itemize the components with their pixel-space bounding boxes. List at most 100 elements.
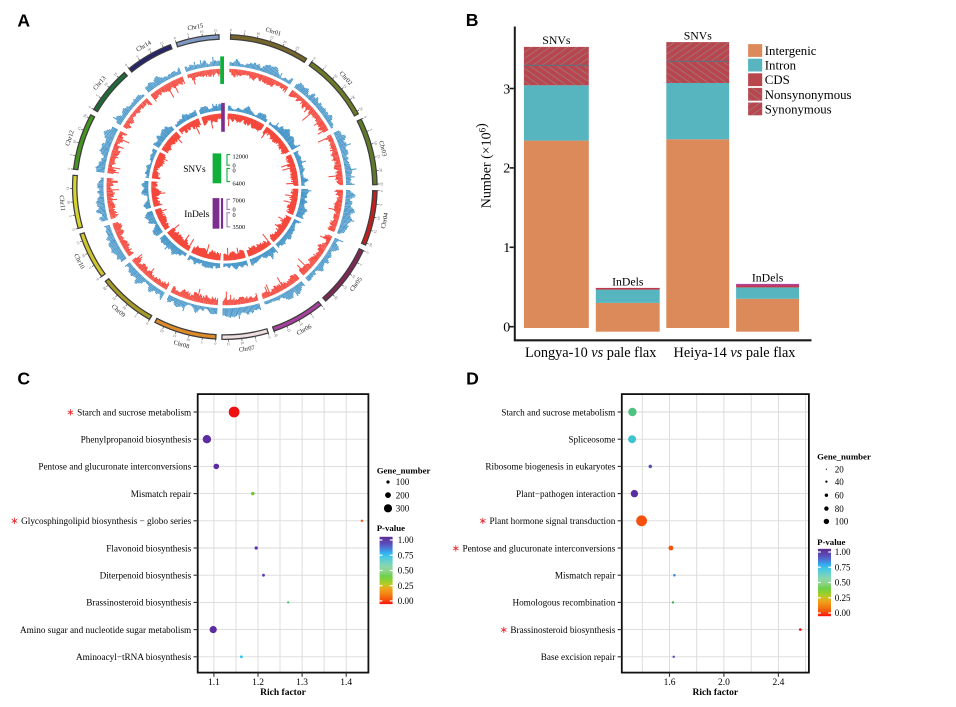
svg-text:Ribosome biogenesis in eukaryo: Ribosome biogenesis in eukaryotes bbox=[485, 462, 615, 472]
svg-text:Chr01: Chr01 bbox=[265, 26, 282, 37]
svg-text:Chr12: Chr12 bbox=[64, 130, 75, 147]
svg-text:5: 5 bbox=[136, 55, 140, 59]
svg-text:10: 10 bbox=[103, 82, 109, 87]
svg-text:7000: 7000 bbox=[233, 198, 246, 205]
svg-text:1.6: 1.6 bbox=[664, 678, 676, 688]
svg-text:InDels: InDels bbox=[752, 271, 784, 285]
svg-text:0.00: 0.00 bbox=[398, 596, 414, 606]
svg-text:15: 15 bbox=[159, 41, 164, 46]
svg-text:10: 10 bbox=[147, 47, 152, 52]
svg-text:10: 10 bbox=[200, 30, 204, 35]
svg-text:5: 5 bbox=[359, 263, 363, 267]
svg-text:B: B bbox=[466, 10, 479, 30]
svg-text:0: 0 bbox=[322, 307, 326, 311]
svg-text:0: 0 bbox=[365, 251, 369, 254]
svg-text:0.75: 0.75 bbox=[835, 563, 851, 573]
svg-text:∗ Glycosphingolipid biosynthes: ∗ Glycosphingolipid biosynthesis − globo… bbox=[10, 516, 191, 527]
svg-text:5: 5 bbox=[379, 203, 383, 205]
svg-text:Chr04: Chr04 bbox=[380, 211, 390, 229]
svg-text:Longya-10 vs pale flax: Longya-10 vs pale flax bbox=[525, 345, 656, 361]
svg-text:2.4: 2.4 bbox=[772, 678, 784, 688]
svg-text:Nonsynonymous: Nonsynonymous bbox=[765, 88, 852, 102]
svg-text:10: 10 bbox=[373, 141, 378, 146]
svg-text:100: 100 bbox=[835, 517, 849, 527]
svg-text:15: 15 bbox=[269, 35, 274, 40]
svg-text:15: 15 bbox=[66, 187, 70, 191]
svg-text:10: 10 bbox=[240, 341, 244, 345]
svg-text:15: 15 bbox=[75, 240, 80, 245]
svg-text:0: 0 bbox=[363, 115, 367, 119]
svg-text:Amino sugar and nucleotide sug: Amino sugar and nucleotide sugar metabol… bbox=[20, 625, 191, 635]
svg-text:1.4: 1.4 bbox=[340, 678, 352, 688]
svg-text:1.00: 1.00 bbox=[398, 535, 414, 545]
svg-text:Number (×106): Number (×106) bbox=[475, 123, 495, 208]
svg-text:P-value: P-value bbox=[817, 537, 845, 547]
svg-text:0: 0 bbox=[88, 105, 92, 109]
svg-text:2: 2 bbox=[503, 162, 510, 177]
svg-text:15: 15 bbox=[77, 126, 82, 131]
svg-text:10: 10 bbox=[186, 337, 191, 342]
svg-text:Aminoacyl−tRNA biosynthesis: Aminoacyl−tRNA biosynthesis bbox=[76, 652, 192, 662]
svg-text:0.75: 0.75 bbox=[398, 550, 414, 560]
svg-text:15: 15 bbox=[286, 328, 291, 333]
svg-text:∗ Brassinosteroid biosynthesis: ∗ Brassinosteroid biosynthesis bbox=[500, 625, 616, 636]
svg-text:Pentose and glucuronate interc: Pentose and glucuronate interconversions bbox=[38, 462, 191, 472]
svg-text:5: 5 bbox=[187, 32, 190, 36]
svg-text:0: 0 bbox=[214, 342, 216, 346]
svg-text:0.50: 0.50 bbox=[835, 578, 851, 588]
svg-text:15: 15 bbox=[111, 296, 117, 302]
svg-text:15: 15 bbox=[343, 285, 349, 290]
svg-text:15: 15 bbox=[342, 84, 348, 89]
svg-text:Chr08: Chr08 bbox=[173, 339, 190, 350]
svg-text:Rich factor: Rich factor bbox=[260, 688, 306, 698]
svg-text:0: 0 bbox=[230, 28, 232, 32]
svg-text:SNVs: SNVs bbox=[542, 33, 571, 47]
svg-text:InDels: InDels bbox=[612, 275, 644, 289]
svg-text:6400: 6400 bbox=[233, 180, 246, 187]
svg-text:Chr03: Chr03 bbox=[377, 140, 388, 157]
svg-text:10: 10 bbox=[333, 73, 339, 79]
svg-text:Intergenic: Intergenic bbox=[765, 44, 817, 58]
svg-text:0: 0 bbox=[312, 56, 316, 60]
svg-text:0: 0 bbox=[233, 168, 236, 175]
svg-text:A: A bbox=[17, 10, 30, 30]
svg-text:0: 0 bbox=[233, 162, 236, 169]
svg-text:Intron: Intron bbox=[765, 59, 797, 73]
svg-text:2.0: 2.0 bbox=[718, 678, 730, 688]
svg-text:5: 5 bbox=[88, 266, 92, 270]
svg-text:20: 20 bbox=[282, 40, 287, 45]
svg-text:Flavonoid biosynthesis: Flavonoid biosynthesis bbox=[106, 543, 191, 553]
svg-text:15: 15 bbox=[227, 342, 231, 346]
svg-text:10: 10 bbox=[256, 31, 261, 36]
svg-text:Spliceosome: Spliceosome bbox=[568, 435, 615, 445]
svg-text:5: 5 bbox=[311, 315, 315, 319]
svg-text:20: 20 bbox=[333, 295, 339, 301]
svg-text:1.3: 1.3 bbox=[296, 678, 308, 688]
svg-text:1: 1 bbox=[503, 241, 510, 256]
svg-text:0: 0 bbox=[67, 167, 71, 169]
svg-text:20: 20 bbox=[82, 113, 87, 118]
svg-text:∗ Starch and sucrose metabolis: ∗ Starch and sucrose metabolism bbox=[66, 407, 191, 418]
svg-text:Base excision repair: Base excision repair bbox=[541, 652, 616, 662]
svg-text:0: 0 bbox=[233, 212, 236, 219]
svg-text:5: 5 bbox=[244, 29, 246, 33]
svg-text:Phenylpropanoid biosynthesis: Phenylpropanoid biosynthesis bbox=[81, 435, 192, 445]
svg-text:Rich factor: Rich factor bbox=[692, 688, 738, 698]
svg-text:3: 3 bbox=[503, 82, 510, 97]
svg-text:15: 15 bbox=[213, 28, 217, 32]
svg-text:0: 0 bbox=[503, 321, 510, 336]
svg-text:5: 5 bbox=[369, 128, 373, 131]
svg-text:12000: 12000 bbox=[233, 154, 249, 161]
svg-text:Mismatch repair: Mismatch repair bbox=[555, 571, 615, 581]
svg-text:5: 5 bbox=[95, 94, 99, 98]
svg-text:0: 0 bbox=[145, 321, 149, 325]
svg-text:0: 0 bbox=[380, 190, 384, 192]
svg-text:20: 20 bbox=[102, 286, 108, 291]
svg-text:Chr05: Chr05 bbox=[349, 276, 364, 293]
svg-text:Diterpenoid biosynthesis: Diterpenoid biosynthesis bbox=[100, 571, 192, 581]
svg-text:SNVs: SNVs bbox=[183, 165, 206, 175]
svg-text:10: 10 bbox=[72, 139, 77, 144]
svg-text:100: 100 bbox=[396, 477, 410, 487]
svg-text:0: 0 bbox=[233, 206, 236, 213]
svg-text:0: 0 bbox=[268, 335, 271, 339]
